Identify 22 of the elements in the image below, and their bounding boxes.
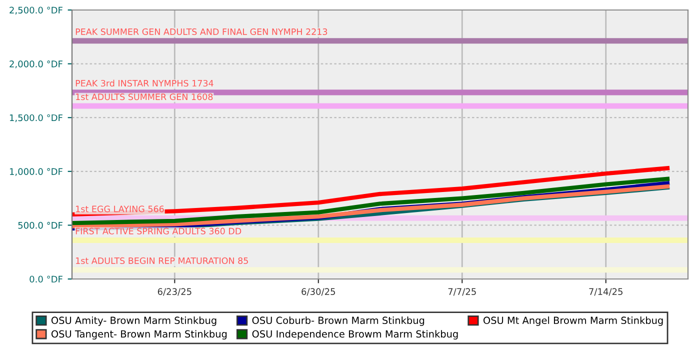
x-tick-label: 6/30/25 — [302, 288, 336, 296]
y-tick-label: 1,500.0 °DF — [10, 114, 62, 122]
legend-label: OSU Tangent- Brown Marm Stinkbug — [51, 330, 227, 340]
x-tick-label: 7/14/25 — [589, 288, 622, 296]
legend-label: OSU Coburb- Brown Marm Stinkbug — [252, 316, 424, 326]
y-tick-label: 500.0 °DF — [18, 222, 62, 229]
legend-label: OSU Amity- Brown Marm Stinkbug — [51, 316, 216, 326]
line-series — [72, 176, 670, 226]
legend-label: OSU Mt Angel Browm Marm Stinkbug — [483, 316, 663, 326]
x-tick-label: 6/23/25 — [158, 288, 192, 296]
ref-line-label: 1st ADULTS BEGIN REP MATURATION 85 — [76, 257, 248, 264]
ref-line-label: PEAK 3rd INSTAR NYMPHS 1734 — [76, 80, 214, 87]
y-tick-label: 1,000.0 °DF — [10, 168, 62, 176]
x-tick-label: 7/7/25 — [448, 288, 476, 296]
y-tick-label: 2,500.0 °DF — [10, 6, 62, 14]
ref-line-label: FIRST ACTIVE SPRING ADULTS 360 DD — [76, 228, 242, 234]
y-tick-label: 2,000.0 °DF — [10, 60, 62, 68]
y-tick-label: 0.0 °DF — [30, 276, 62, 283]
legend-label: OSU Independence Browm Marm Stinkbug — [252, 330, 458, 340]
ref-line-label: 1st ADULTS SUMMER GEN 1608 — [76, 94, 213, 100]
ref-line-label: PEAK SUMMER GEN ADULTS AND FINAL GEN NYMPH 2213 — [76, 28, 328, 36]
ref-line-label: 1st EGG LAYING 566 — [76, 206, 164, 212]
